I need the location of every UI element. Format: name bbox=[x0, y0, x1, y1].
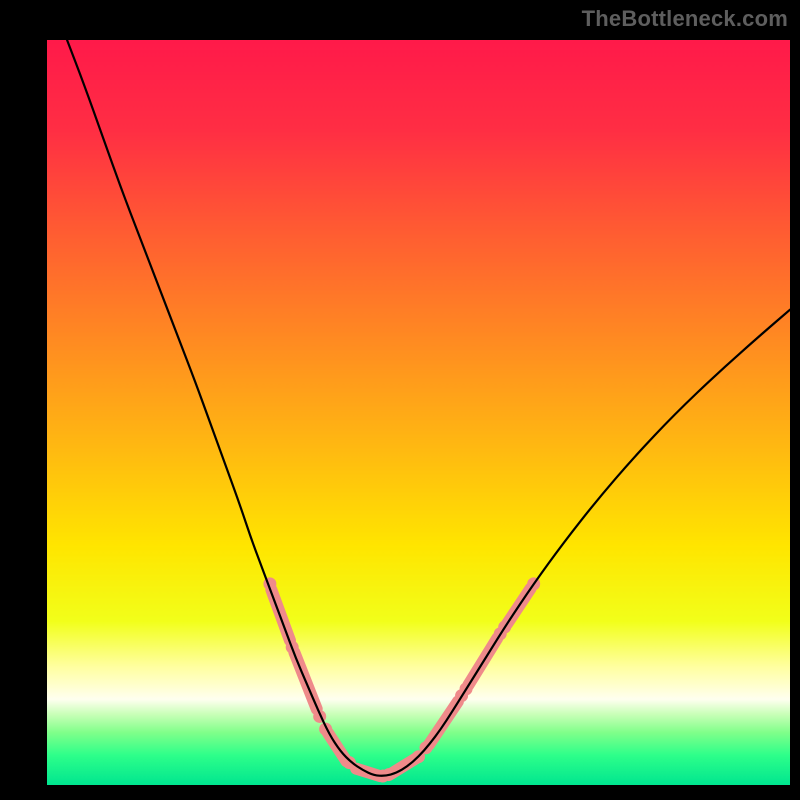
plot-gradient-background bbox=[47, 40, 790, 785]
stage: TheBottleneck.com bbox=[0, 0, 800, 800]
watermark-text: TheBottleneck.com bbox=[582, 6, 788, 32]
